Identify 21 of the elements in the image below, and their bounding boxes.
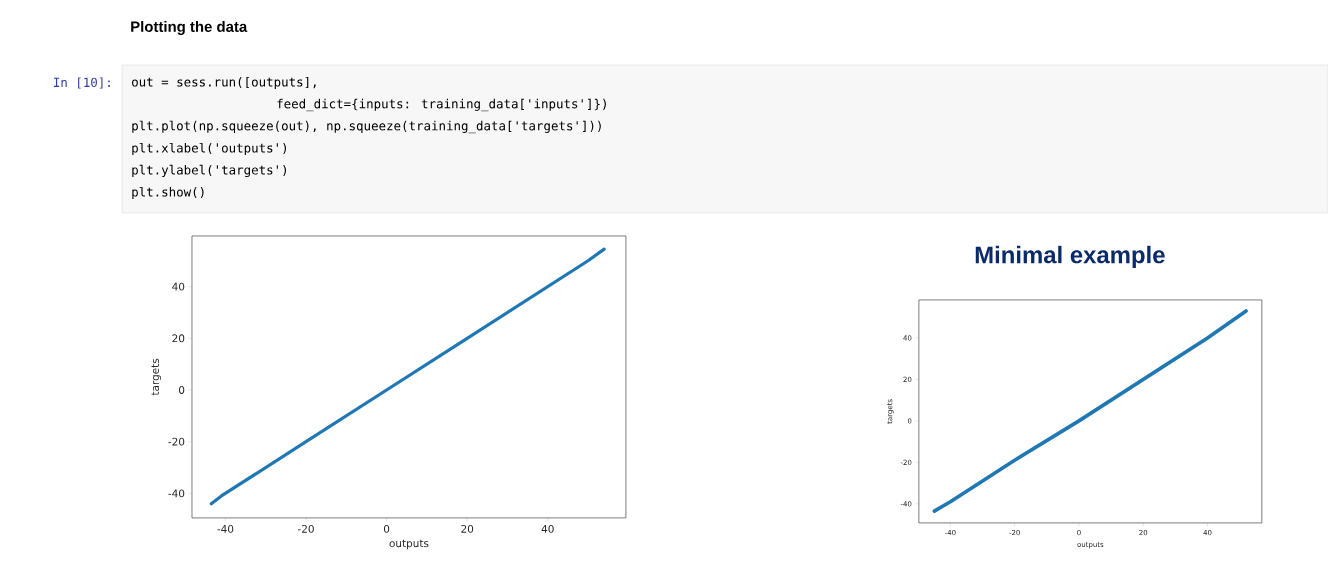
- x-tick-label: 20: [461, 524, 474, 533]
- y-tick-label: 40: [172, 282, 185, 291]
- y-tick-label: 0: [178, 386, 185, 394]
- text: In [10]:: [54, 77, 110, 89]
- text: plt.plot(np.squeeze(out), np.squeeze(training_data['targets'])): [132, 120, 601, 134]
- x-tick-label: -40: [217, 524, 234, 533]
- text: feed_dict={inputs: training_data['inputs']}): [277, 98, 606, 112]
- y-tick-label: -40: [168, 489, 185, 498]
- x-tick-label: -20: [297, 524, 314, 533]
- y-tick-label: 20: [172, 334, 185, 343]
- y-axis-title: targets: [151, 358, 162, 396]
- x-tick-label: 0: [383, 524, 390, 533]
- text: out = sess.run([outputs],: [132, 76, 316, 90]
- x-axis-title: outputs: [389, 539, 429, 550]
- chart-title: Plotting the data: [131, 21, 248, 36]
- y-tick-label: -20: [168, 437, 185, 446]
- x-tick-label: 40: [541, 524, 554, 533]
- chart-title: Minimal example: [975, 245, 1165, 269]
- text: plt.xlabel('outputs'): [132, 142, 287, 156]
- text: plt.show(): [132, 186, 204, 200]
- text: plt.ylabel('targets'): [132, 164, 287, 178]
